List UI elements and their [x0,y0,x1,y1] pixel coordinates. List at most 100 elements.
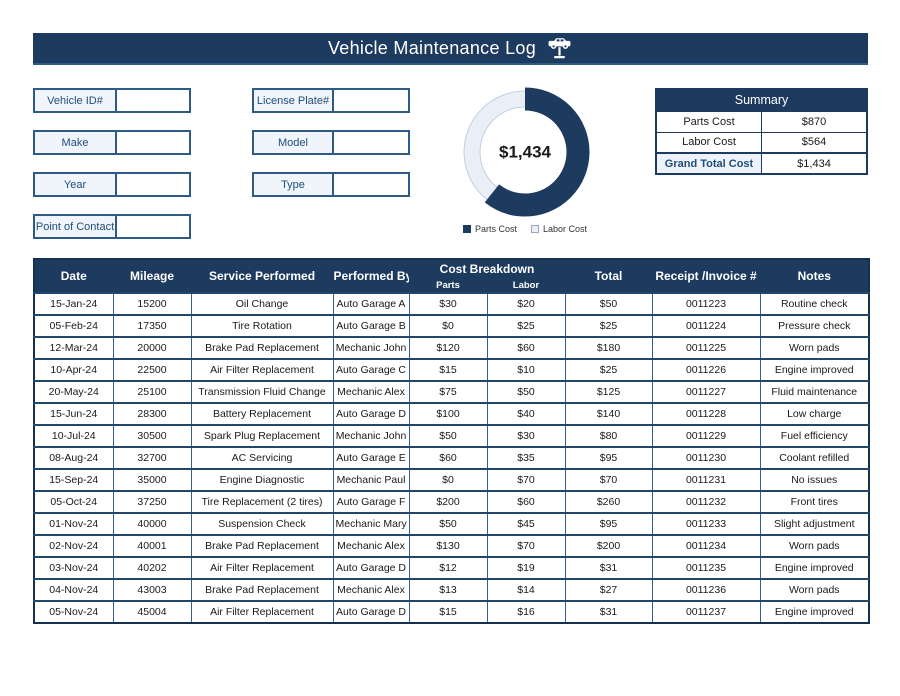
cell-service[interactable]: Oil Change [190,292,334,316]
cell-performed-by[interactable]: Auto Garage C [332,358,410,382]
cell-performed-by[interactable]: Auto Garage D [332,556,410,580]
grand-total-value[interactable]: $1,434 [761,152,868,175]
cell-parts[interactable]: $50 [408,424,488,448]
cell-date[interactable]: 08-Aug-24 [33,446,114,470]
point-of-contact-input[interactable] [117,216,189,237]
cell-labor[interactable]: $70 [486,468,566,492]
cell-labor[interactable]: $19 [486,556,566,580]
cell-total[interactable]: $25 [564,358,653,382]
cell-labor[interactable]: $16 [486,600,566,624]
cell-parts[interactable]: $130 [408,534,488,558]
cell-receipt[interactable]: 0011236 [651,578,761,602]
cell-mileage[interactable]: 37250 [112,490,192,514]
cell-receipt[interactable]: 0011231 [651,468,761,492]
cell-date[interactable]: 12-Mar-24 [33,336,114,360]
cell-service[interactable]: Spark Plug Replacement [190,424,334,448]
cell-receipt[interactable]: 0011228 [651,402,761,426]
model-input[interactable] [334,132,408,153]
cell-parts[interactable]: $75 [408,380,488,404]
cell-total[interactable]: $70 [564,468,653,492]
cell-performed-by[interactable]: Auto Garage D [332,600,410,624]
cell-service[interactable]: AC Servicing [190,446,334,470]
cell-date[interactable]: 04-Nov-24 [33,578,114,602]
cell-notes[interactable]: Engine improved [759,358,870,382]
license-plate-input[interactable] [334,90,408,111]
cell-parts[interactable]: $60 [408,446,488,470]
cell-total[interactable]: $31 [564,600,653,624]
cell-date[interactable]: 10-Apr-24 [33,358,114,382]
cell-date[interactable]: 10-Jul-24 [33,424,114,448]
cell-mileage[interactable]: 28300 [112,402,192,426]
cell-receipt[interactable]: 0011229 [651,424,761,448]
cell-receipt[interactable]: 0011233 [651,512,761,536]
cell-performed-by[interactable]: Mechanic John [332,336,410,360]
cell-parts[interactable]: $50 [408,512,488,536]
cell-labor[interactable]: $40 [486,402,566,426]
cell-mileage[interactable]: 40000 [112,512,192,536]
cell-parts[interactable]: $100 [408,402,488,426]
cell-parts[interactable]: $200 [408,490,488,514]
cell-mileage[interactable]: 20000 [112,336,192,360]
cell-notes[interactable]: Worn pads [759,578,870,602]
cell-service[interactable]: Tire Replacement (2 tires) [190,490,334,514]
cell-labor[interactable]: $25 [486,314,566,338]
cell-labor[interactable]: $50 [486,380,566,404]
cell-total[interactable]: $140 [564,402,653,426]
cell-receipt[interactable]: 0011227 [651,380,761,404]
cell-total[interactable]: $180 [564,336,653,360]
cell-performed-by[interactable]: Mechanic John [332,424,410,448]
cell-mileage[interactable]: 43003 [112,578,192,602]
cell-parts[interactable]: $12 [408,556,488,580]
cell-notes[interactable]: Coolant refilled [759,446,870,470]
cell-performed-by[interactable]: Auto Garage A [332,292,410,316]
cell-mileage[interactable]: 15200 [112,292,192,316]
cell-mileage[interactable]: 17350 [112,314,192,338]
cell-date[interactable]: 15-Jan-24 [33,292,114,316]
cell-total[interactable]: $95 [564,512,653,536]
cell-performed-by[interactable]: Mechanic Mary [332,512,410,536]
cell-service[interactable]: Brake Pad Replacement [190,336,334,360]
cell-mileage[interactable]: 32700 [112,446,192,470]
cell-performed-by[interactable]: Mechanic Alex [332,578,410,602]
cell-performed-by[interactable]: Mechanic Paul [332,468,410,492]
cell-total[interactable]: $27 [564,578,653,602]
cell-notes[interactable]: Worn pads [759,534,870,558]
cell-total[interactable]: $95 [564,446,653,470]
cell-receipt[interactable]: 0011232 [651,490,761,514]
cell-parts[interactable]: $30 [408,292,488,316]
cell-notes[interactable]: Pressure check [759,314,870,338]
cell-date[interactable]: 15-Jun-24 [33,402,114,426]
cell-notes[interactable]: Fuel efficiency [759,424,870,448]
cell-labor[interactable]: $30 [486,424,566,448]
cell-receipt[interactable]: 0011225 [651,336,761,360]
cell-receipt[interactable]: 0011235 [651,556,761,580]
cell-receipt[interactable]: 0011237 [651,600,761,624]
cell-receipt[interactable]: 0011226 [651,358,761,382]
cell-performed-by[interactable]: Auto Garage D [332,402,410,426]
cell-labor[interactable]: $14 [486,578,566,602]
cell-mileage[interactable]: 45004 [112,600,192,624]
cell-date[interactable]: 02-Nov-24 [33,534,114,558]
cell-receipt[interactable]: 0011223 [651,292,761,316]
cell-date[interactable]: 03-Nov-24 [33,556,114,580]
cell-service[interactable]: Suspension Check [190,512,334,536]
cell-labor[interactable]: $20 [486,292,566,316]
cell-labor[interactable]: $60 [486,336,566,360]
cell-total[interactable]: $50 [564,292,653,316]
cell-mileage[interactable]: 22500 [112,358,192,382]
cell-date[interactable]: 01-Nov-24 [33,512,114,536]
cell-date[interactable]: 05-Feb-24 [33,314,114,338]
cell-notes[interactable]: Worn pads [759,336,870,360]
cell-performed-by[interactable]: Auto Garage F [332,490,410,514]
cell-parts[interactable]: $15 [408,358,488,382]
cell-service[interactable]: Air Filter Replacement [190,358,334,382]
cell-total[interactable]: $80 [564,424,653,448]
cell-date[interactable]: 15-Sep-24 [33,468,114,492]
cell-notes[interactable]: Front tires [759,490,870,514]
cell-labor[interactable]: $45 [486,512,566,536]
cell-service[interactable]: Brake Pad Replacement [190,534,334,558]
cell-date[interactable]: 05-Nov-24 [33,600,114,624]
cell-service[interactable]: Air Filter Replacement [190,556,334,580]
cost-donut-chart[interactable]: $1,434 [450,77,600,227]
cell-receipt[interactable]: 0011234 [651,534,761,558]
